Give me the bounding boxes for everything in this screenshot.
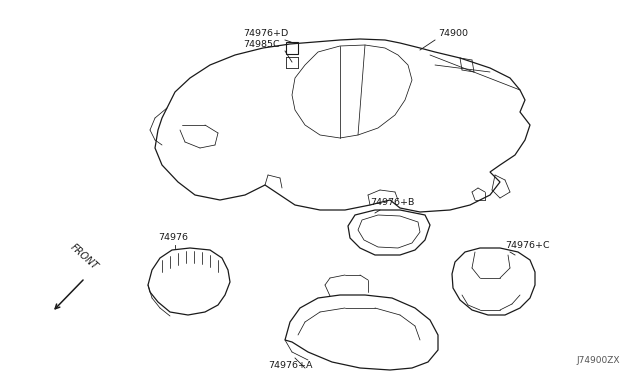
Text: 74976+A: 74976+A [268,361,312,370]
Text: 74976: 74976 [158,233,188,242]
Text: 74976+C: 74976+C [505,241,550,250]
Text: J74900ZX: J74900ZX [577,356,620,365]
Text: 74976+B: 74976+B [370,198,414,207]
Text: 74985C: 74985C [243,40,280,49]
Text: 74900: 74900 [438,29,468,38]
Text: FRONT: FRONT [68,242,99,272]
Text: 74976+D: 74976+D [243,29,288,38]
